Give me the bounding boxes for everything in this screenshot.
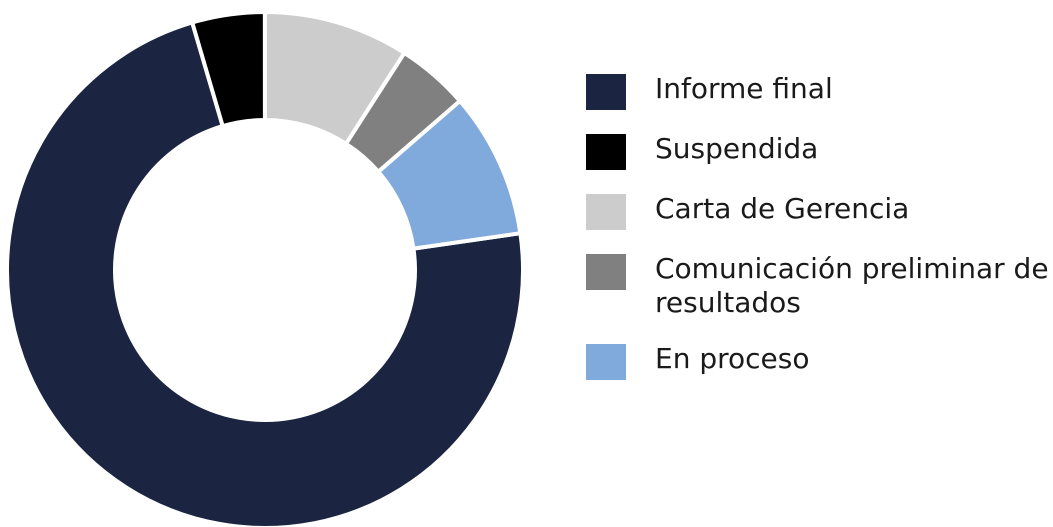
- legend-label: Carta de Gerencia: [655, 192, 910, 225]
- donut-slice: [5, 19, 525, 527]
- legend-swatch: [586, 134, 626, 170]
- legend-item: Comunicación preliminar de resultados: [586, 252, 1053, 320]
- legend-swatch: [586, 194, 626, 230]
- legend-item: Carta de Gerencia: [586, 192, 1053, 230]
- legend: Informe final Suspendida Carta de Gerencia…: [586, 72, 1053, 402]
- legend-item: En proceso: [586, 342, 1053, 380]
- legend-swatch: [586, 344, 626, 380]
- legend-label: Suspendida: [655, 132, 819, 165]
- legend-swatch: [586, 74, 626, 110]
- legend-label: En proceso: [655, 342, 810, 375]
- legend-item: Informe final: [586, 72, 1053, 110]
- donut: [5, 11, 525, 527]
- legend-swatch: [586, 254, 626, 290]
- legend-item: Suspendida: [586, 132, 1053, 170]
- legend-label: Informe final: [655, 72, 833, 105]
- donut-slice: [375, 98, 523, 251]
- legend-label: Comunicación preliminar de resultados: [655, 252, 1049, 319]
